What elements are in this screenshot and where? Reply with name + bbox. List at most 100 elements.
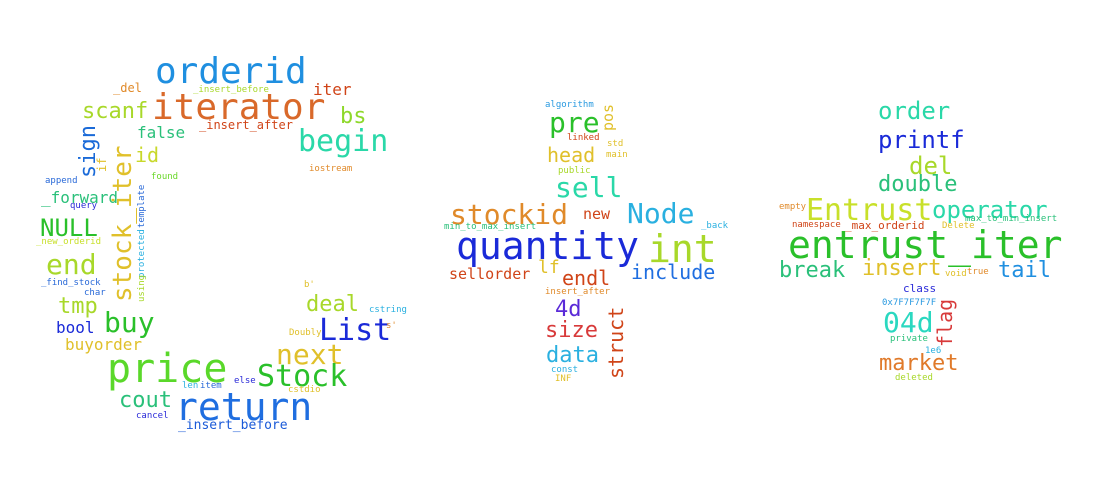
word-insert-before: _insert_before — [193, 85, 269, 95]
word-char: char — [84, 288, 106, 298]
word-namespace: namespace — [792, 220, 841, 230]
word-include: include — [631, 260, 716, 284]
word-protected: protected — [137, 229, 147, 278]
word-std: std — [607, 139, 624, 149]
word-delete: Delete — [942, 221, 975, 231]
word-inf: INF — [555, 374, 572, 384]
word-head: head — [547, 143, 596, 167]
word-return: return — [175, 385, 313, 429]
word-list: List — [319, 313, 392, 348]
word-using: using — [137, 274, 147, 302]
word-class: class — [903, 282, 937, 295]
word-insert: insert — [862, 256, 942, 281]
word-forward: _forward — [41, 188, 119, 207]
word-stock: Stock — [257, 359, 348, 394]
word-price: price — [107, 346, 228, 392]
word-empty: empty — [779, 202, 807, 212]
word-cout: cout — [119, 388, 172, 413]
word-insert-before-2: _insert_before — [178, 418, 288, 433]
word-insert-after-2: insert_after — [545, 287, 611, 297]
word-next: next — [276, 338, 344, 371]
word-bool: bool — [56, 318, 95, 337]
word-sellorder: sellorder — [449, 265, 531, 283]
word-scanf: scanf — [82, 99, 149, 124]
word-market: market — [879, 351, 959, 376]
word-break: break — [779, 258, 846, 283]
word-iter: iter — [313, 80, 352, 99]
word-node: Node — [627, 197, 695, 230]
word-query: query — [70, 201, 98, 211]
word-entrust: Entrust — [806, 193, 933, 228]
word-b-prime: b' — [304, 280, 315, 290]
word-pos: pos — [599, 103, 617, 131]
word-lf: lf — [538, 257, 560, 278]
word-operator: operator — [932, 196, 1048, 224]
word-linked: linked — [567, 133, 600, 143]
word-order: order — [878, 97, 951, 125]
word-buy: buy — [104, 306, 155, 339]
word-cstring: cstring — [369, 305, 407, 315]
word-new: new — [583, 205, 611, 223]
word-buyorder: buyorder — [65, 335, 143, 354]
word-false: false — [137, 123, 186, 142]
word-public: public — [558, 166, 591, 176]
word-new-orderid: _new_orderid — [36, 237, 102, 247]
word-endl: endl — [562, 266, 611, 290]
word-s-prime: s' — [386, 321, 397, 331]
word-void: void — [945, 269, 967, 279]
word-int: int — [648, 227, 717, 271]
word-end: end — [46, 248, 97, 281]
word-hex-0x7f7f7f7f: 0x7F7F7F7F — [882, 298, 937, 308]
word-max-to-min-insert: max_to_min_insert — [965, 214, 1058, 224]
word-else: else — [234, 376, 256, 386]
word-back: _back — [701, 221, 729, 231]
word-del-2: del — [909, 152, 953, 180]
word-find-stock: _find_stock — [41, 278, 101, 288]
word-orderid: orderid — [155, 51, 307, 92]
word-if: if — [95, 157, 109, 172]
word-entrust-iter: entrust_iter — [788, 223, 1063, 267]
word-sell: sell — [555, 171, 623, 204]
word-stock-iter: stock_iter — [108, 145, 138, 302]
word-quantity: quantity — [456, 224, 640, 268]
word-main: main — [606, 150, 628, 160]
word-4d: 4d — [555, 297, 582, 322]
word-data: data — [546, 343, 599, 368]
word-append: append — [45, 176, 78, 186]
word-deleted: deleted — [895, 373, 933, 383]
word-item: item — [200, 381, 222, 391]
word-tail: tail — [998, 258, 1051, 283]
word-iterator: iterator — [152, 87, 326, 128]
word-printf: printf — [878, 126, 965, 154]
word-04d: 04d — [883, 306, 934, 339]
word-doubly: Doubly — [289, 328, 322, 338]
word-bs: bs — [340, 104, 367, 129]
word-size: size — [545, 318, 598, 343]
word-const: const — [551, 365, 579, 375]
word-deal: deal — [306, 292, 359, 317]
word-min-to-max-insert: min_to_max_insert — [444, 222, 537, 232]
word-private: private — [890, 334, 928, 344]
word-pre: pre — [549, 106, 600, 139]
word-found: found — [151, 172, 179, 182]
word-cancel: cancel — [136, 411, 169, 421]
word-max-orderid: _max_orderid — [845, 219, 925, 232]
word-algorithm: algorithm — [545, 100, 594, 110]
word-true: true — [967, 267, 989, 277]
word-iostream: iostream — [309, 164, 353, 174]
word-1e6: 1e6 — [925, 346, 942, 356]
word-template: template — [137, 184, 147, 228]
word-double: double — [878, 172, 958, 197]
word-cstdio: cstdio — [288, 385, 321, 395]
word-tmp: tmp — [58, 294, 98, 319]
word-id: id — [135, 143, 160, 167]
word-del: _del — [113, 81, 142, 95]
word-begin: begin — [298, 124, 389, 159]
word-stockid: stockid — [450, 198, 569, 231]
word-struct: struct — [604, 306, 628, 379]
word-flag: flag — [933, 298, 957, 347]
word-len: len — [182, 381, 199, 391]
word-insert-after: _insert_after — [199, 118, 293, 132]
word-null: NULL — [40, 214, 98, 242]
